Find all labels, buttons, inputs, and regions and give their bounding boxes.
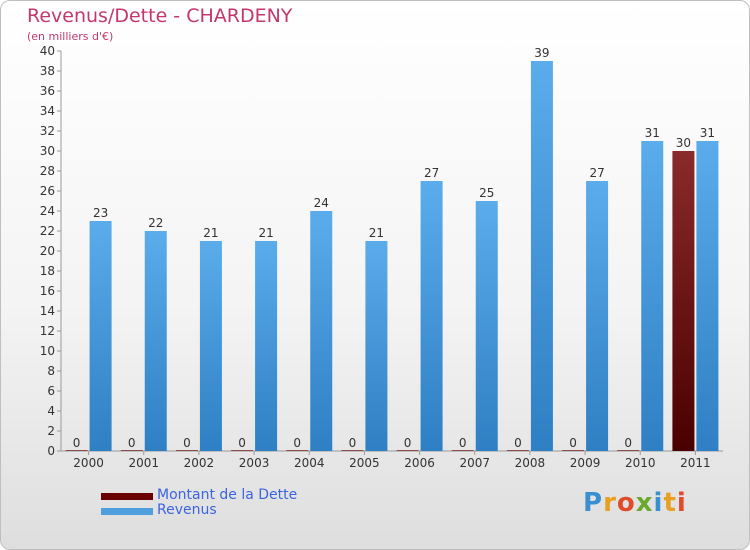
bar-revenus <box>420 181 443 451</box>
bar-dette <box>672 151 695 451</box>
x-tick-label: 2009 <box>570 456 601 470</box>
logo-letter: r <box>603 488 617 518</box>
x-tick-label: 2002 <box>184 456 215 470</box>
bar-revenus <box>199 241 222 451</box>
data-label-dette: 0 <box>459 436 467 450</box>
y-tick-label: 14 <box>40 304 55 318</box>
y-tick-label: 6 <box>47 384 55 398</box>
x-tick-label: 2001 <box>128 456 159 470</box>
x-tick-label: 2005 <box>349 456 380 470</box>
bar-dette <box>451 450 474 451</box>
data-label-dette: 0 <box>624 436 632 450</box>
x-tick-label: 2010 <box>625 456 656 470</box>
logo-letter: t <box>663 488 677 518</box>
y-tick-label: 8 <box>47 364 55 378</box>
y-tick-label: 16 <box>40 284 55 298</box>
bar-revenus <box>696 141 719 451</box>
bar-revenus <box>89 221 112 451</box>
x-tick-label: 2003 <box>239 456 270 470</box>
data-label-revenus: 23 <box>93 206 108 220</box>
bar-revenus <box>365 241 388 451</box>
y-tick-label: 4 <box>47 404 55 418</box>
x-tick-label: 2007 <box>459 456 490 470</box>
data-label-revenus: 39 <box>534 46 549 60</box>
chart-subtitle: (en milliers d'€) <box>27 30 114 43</box>
y-tick-label: 0 <box>47 444 55 458</box>
bar-dette <box>562 450 585 451</box>
data-label-revenus: 21 <box>203 226 218 240</box>
bar-revenus <box>530 61 553 451</box>
data-label-revenus: 31 <box>700 126 715 140</box>
bar-dette <box>231 450 254 451</box>
y-tick-label: 28 <box>40 164 55 178</box>
bar-revenus <box>586 181 609 451</box>
y-tick-label: 24 <box>40 204 55 218</box>
legend-swatch-revenus <box>101 508 153 515</box>
bar-dette <box>506 450 529 451</box>
logo-letter: x <box>635 488 654 518</box>
y-tick-label: 40 <box>40 44 55 58</box>
bar-revenus <box>144 231 167 451</box>
data-label-revenus: 31 <box>645 126 660 140</box>
y-tick-label: 22 <box>40 224 55 238</box>
x-tick-label: 2008 <box>515 456 546 470</box>
data-label-revenus: 22 <box>148 216 163 230</box>
data-label-revenus: 24 <box>314 196 329 210</box>
y-tick-label: 36 <box>40 84 55 98</box>
y-tick-label: 38 <box>40 64 55 78</box>
bar-revenus <box>641 141 664 451</box>
y-tick-label: 10 <box>40 344 55 358</box>
bar-dette <box>120 450 143 451</box>
data-label-dette: 30 <box>676 136 691 150</box>
data-label-dette: 0 <box>569 436 577 450</box>
logo-letter: i <box>676 488 687 518</box>
bar-dette <box>396 450 419 451</box>
x-tick-label: 2011 <box>680 456 711 470</box>
bar-revenus <box>310 211 333 451</box>
data-label-dette: 0 <box>514 436 522 450</box>
data-label-revenus: 21 <box>369 226 384 240</box>
y-tick-label: 12 <box>40 324 55 338</box>
data-label-revenus: 25 <box>479 186 494 200</box>
y-tick-label: 20 <box>40 244 55 258</box>
data-label-dette: 0 <box>73 436 81 450</box>
logo-letter: P <box>583 488 604 518</box>
data-label-dette: 0 <box>404 436 412 450</box>
chart-title: Revenus/Dette - CHARDENY <box>27 5 293 27</box>
bar-dette <box>341 450 364 451</box>
logo-letter: o <box>616 488 636 518</box>
x-tick-label: 2000 <box>73 456 104 470</box>
y-tick-label: 26 <box>40 184 55 198</box>
x-tick-label: 2006 <box>404 456 435 470</box>
y-tick-label: 32 <box>40 124 55 138</box>
data-label-revenus: 27 <box>424 166 439 180</box>
proxiti-logo: Proxiti <box>583 488 687 518</box>
data-label-dette: 0 <box>183 436 191 450</box>
legend-label-dette: Montant de la Dette <box>157 487 298 503</box>
bar-dette <box>175 450 198 451</box>
data-label-dette: 0 <box>349 436 357 450</box>
legend-swatch-dette <box>101 493 153 500</box>
x-tick-label: 2004 <box>294 456 325 470</box>
data-label-dette: 0 <box>293 436 301 450</box>
y-tick-label: 18 <box>40 264 55 278</box>
data-label-dette: 0 <box>238 436 246 450</box>
bar-dette <box>617 450 640 451</box>
data-label-revenus: 21 <box>258 226 273 240</box>
bar-revenus <box>475 201 498 451</box>
legend-label-revenus: Revenus <box>157 502 217 518</box>
bar-revenus <box>255 241 278 451</box>
bar-dette <box>286 450 309 451</box>
y-tick-label: 2 <box>47 424 55 438</box>
logo-letter: i <box>653 488 664 518</box>
y-tick-label: 30 <box>40 144 55 158</box>
data-label-revenus: 27 <box>589 166 604 180</box>
bar-dette <box>65 450 88 451</box>
data-label-dette: 0 <box>128 436 136 450</box>
y-tick-label: 34 <box>40 104 55 118</box>
